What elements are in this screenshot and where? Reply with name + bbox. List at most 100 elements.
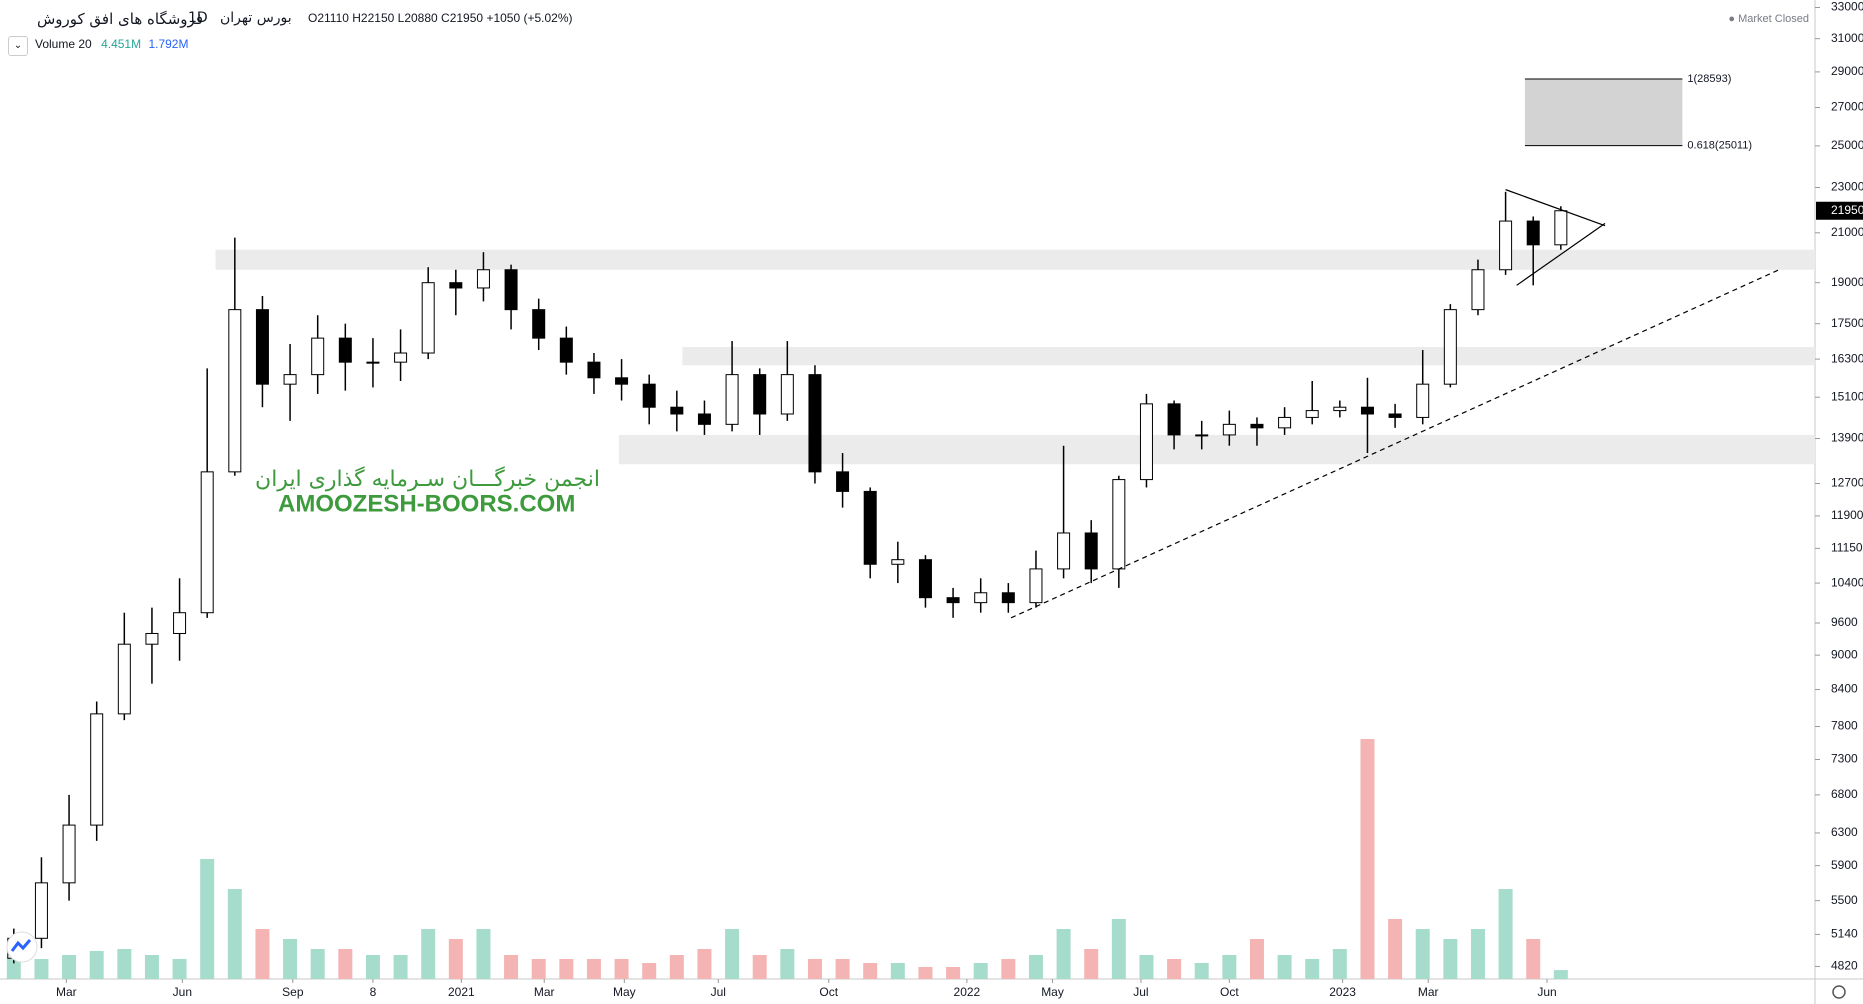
y-tick-label: 6300 [1831,825,1858,839]
y-tick-label: 15100 [1831,389,1863,403]
x-tick-label: May [613,985,636,999]
volume-bar [559,959,574,979]
candle-body [1416,383,1430,418]
sr-zone [682,347,1816,366]
volume-bar [1553,970,1568,979]
y-tick-label: 11150 [1831,541,1863,555]
volume-bar [1388,919,1403,979]
volume-ma-value: 1.792M [148,37,189,51]
y-tick-label: 12700 [1831,476,1863,490]
y-tick-label: 7800 [1831,719,1858,733]
x-tick-label: Mar [56,985,77,999]
candle-body [891,559,905,565]
candle-body [1139,403,1153,481]
volume-bar [1028,955,1043,979]
collapse-button[interactable]: ⌄ [8,36,28,56]
x-tick-label: Oct [1220,985,1239,999]
volume-bar [421,929,436,979]
volume-bar [697,949,712,979]
volume-bar [807,959,822,979]
volume-bar [1084,949,1099,979]
timeframe[interactable]: 1D [188,10,208,26]
y-tick-label: 29000 [1831,64,1863,78]
y-tick-label: 5500 [1831,893,1858,907]
candle-body [836,471,850,492]
last-price-box [1816,201,1863,220]
volume-bar [973,963,988,979]
x-tick-label: Oct [819,985,838,999]
ohlc-legend: O21110 H22150 L20880 C21950 +1050 (+5.02… [308,11,573,25]
candle-body [615,377,629,385]
watermark-url: AMOOZESH-BOORS.COM [278,490,575,517]
volume-bar [1526,939,1541,979]
y-tick-label: 33000 [1831,0,1863,14]
x-tick-label: 2022 [954,985,981,999]
symbol: فروشگاه های افق کوروش [36,10,203,28]
x-tick-label: Jul [1133,985,1148,999]
candle-body [504,269,518,311]
candle-body [1112,479,1126,570]
y-tick-label: 27000 [1831,100,1863,114]
candle-body [1057,532,1071,570]
candle-body [173,612,187,634]
y-tick-label: 13900 [1831,431,1863,445]
volume-bar [117,949,132,979]
volume-bar [863,963,878,979]
candle-body [1360,406,1374,415]
volume-bar [172,959,187,979]
volume-bar [918,967,933,979]
volume-bar [1222,955,1237,979]
volume-bar [310,949,325,979]
candle-body [145,632,159,645]
candle-body [366,361,380,364]
y-tick-label: 31000 [1831,31,1863,45]
candle-body [670,406,684,415]
x-tick-label: Sep [282,985,304,999]
volume-bar [946,967,961,979]
volume-bar [448,939,463,979]
volume-bar [62,955,77,979]
candle-body [946,597,960,604]
trend-line [1505,189,1606,227]
candle-body [1526,220,1540,246]
volume-bar [531,959,546,979]
sr-zone [618,434,1816,465]
y-tick-label: 9600 [1831,615,1858,629]
volume-name: Volume 20 [35,37,92,51]
y-tick-label: 4820 [1831,959,1858,973]
ohlc-low: L20880 [397,11,438,25]
candle-body [394,352,408,363]
settings-icon[interactable] [1832,985,1846,999]
candle-body [1278,416,1292,429]
x-tick-label: 2023 [1329,985,1356,999]
candle-body [200,471,214,614]
volume-bar [642,963,657,979]
candle-body [1250,423,1264,429]
candle-body [642,383,656,408]
volume-bar [393,955,408,979]
volume-bar [890,963,905,979]
volume-bar [725,929,740,979]
y-tick-label: 5140 [1831,927,1858,941]
exchange: بورس تهران [220,10,292,26]
candle-body [34,882,48,939]
x-tick-label: Jun [1537,985,1556,999]
ohlc-change: +1050 (+5.02%) [486,11,573,25]
candle-body [255,309,269,385]
y-tick-label: 8400 [1831,682,1858,696]
tv-logo-mark [10,939,32,952]
candle-body [117,643,131,715]
y-tick-label: 21000 [1831,225,1863,239]
candle-body [1333,406,1347,412]
volume-bar [200,859,215,979]
candle-body [974,592,988,604]
volume-bar [283,939,298,979]
y-tick-label: 16300 [1831,351,1863,365]
candle-body [1084,532,1098,570]
candle-body [1471,269,1485,311]
volume-bar [1443,939,1458,979]
candle-body [228,309,242,473]
candle-body [725,374,739,425]
volume-bar [144,955,159,979]
